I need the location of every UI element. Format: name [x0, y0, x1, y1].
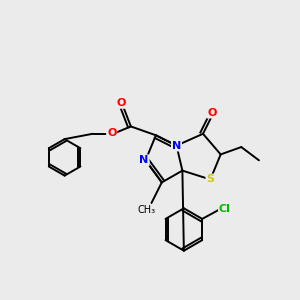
Text: O: O — [116, 98, 126, 108]
Text: N: N — [172, 141, 181, 151]
Text: CH₃: CH₃ — [138, 206, 156, 215]
Text: N: N — [140, 155, 149, 165]
Text: Cl: Cl — [219, 204, 231, 214]
Text: S: S — [206, 174, 214, 184]
Text: O: O — [107, 128, 116, 138]
Text: O: O — [207, 108, 217, 118]
